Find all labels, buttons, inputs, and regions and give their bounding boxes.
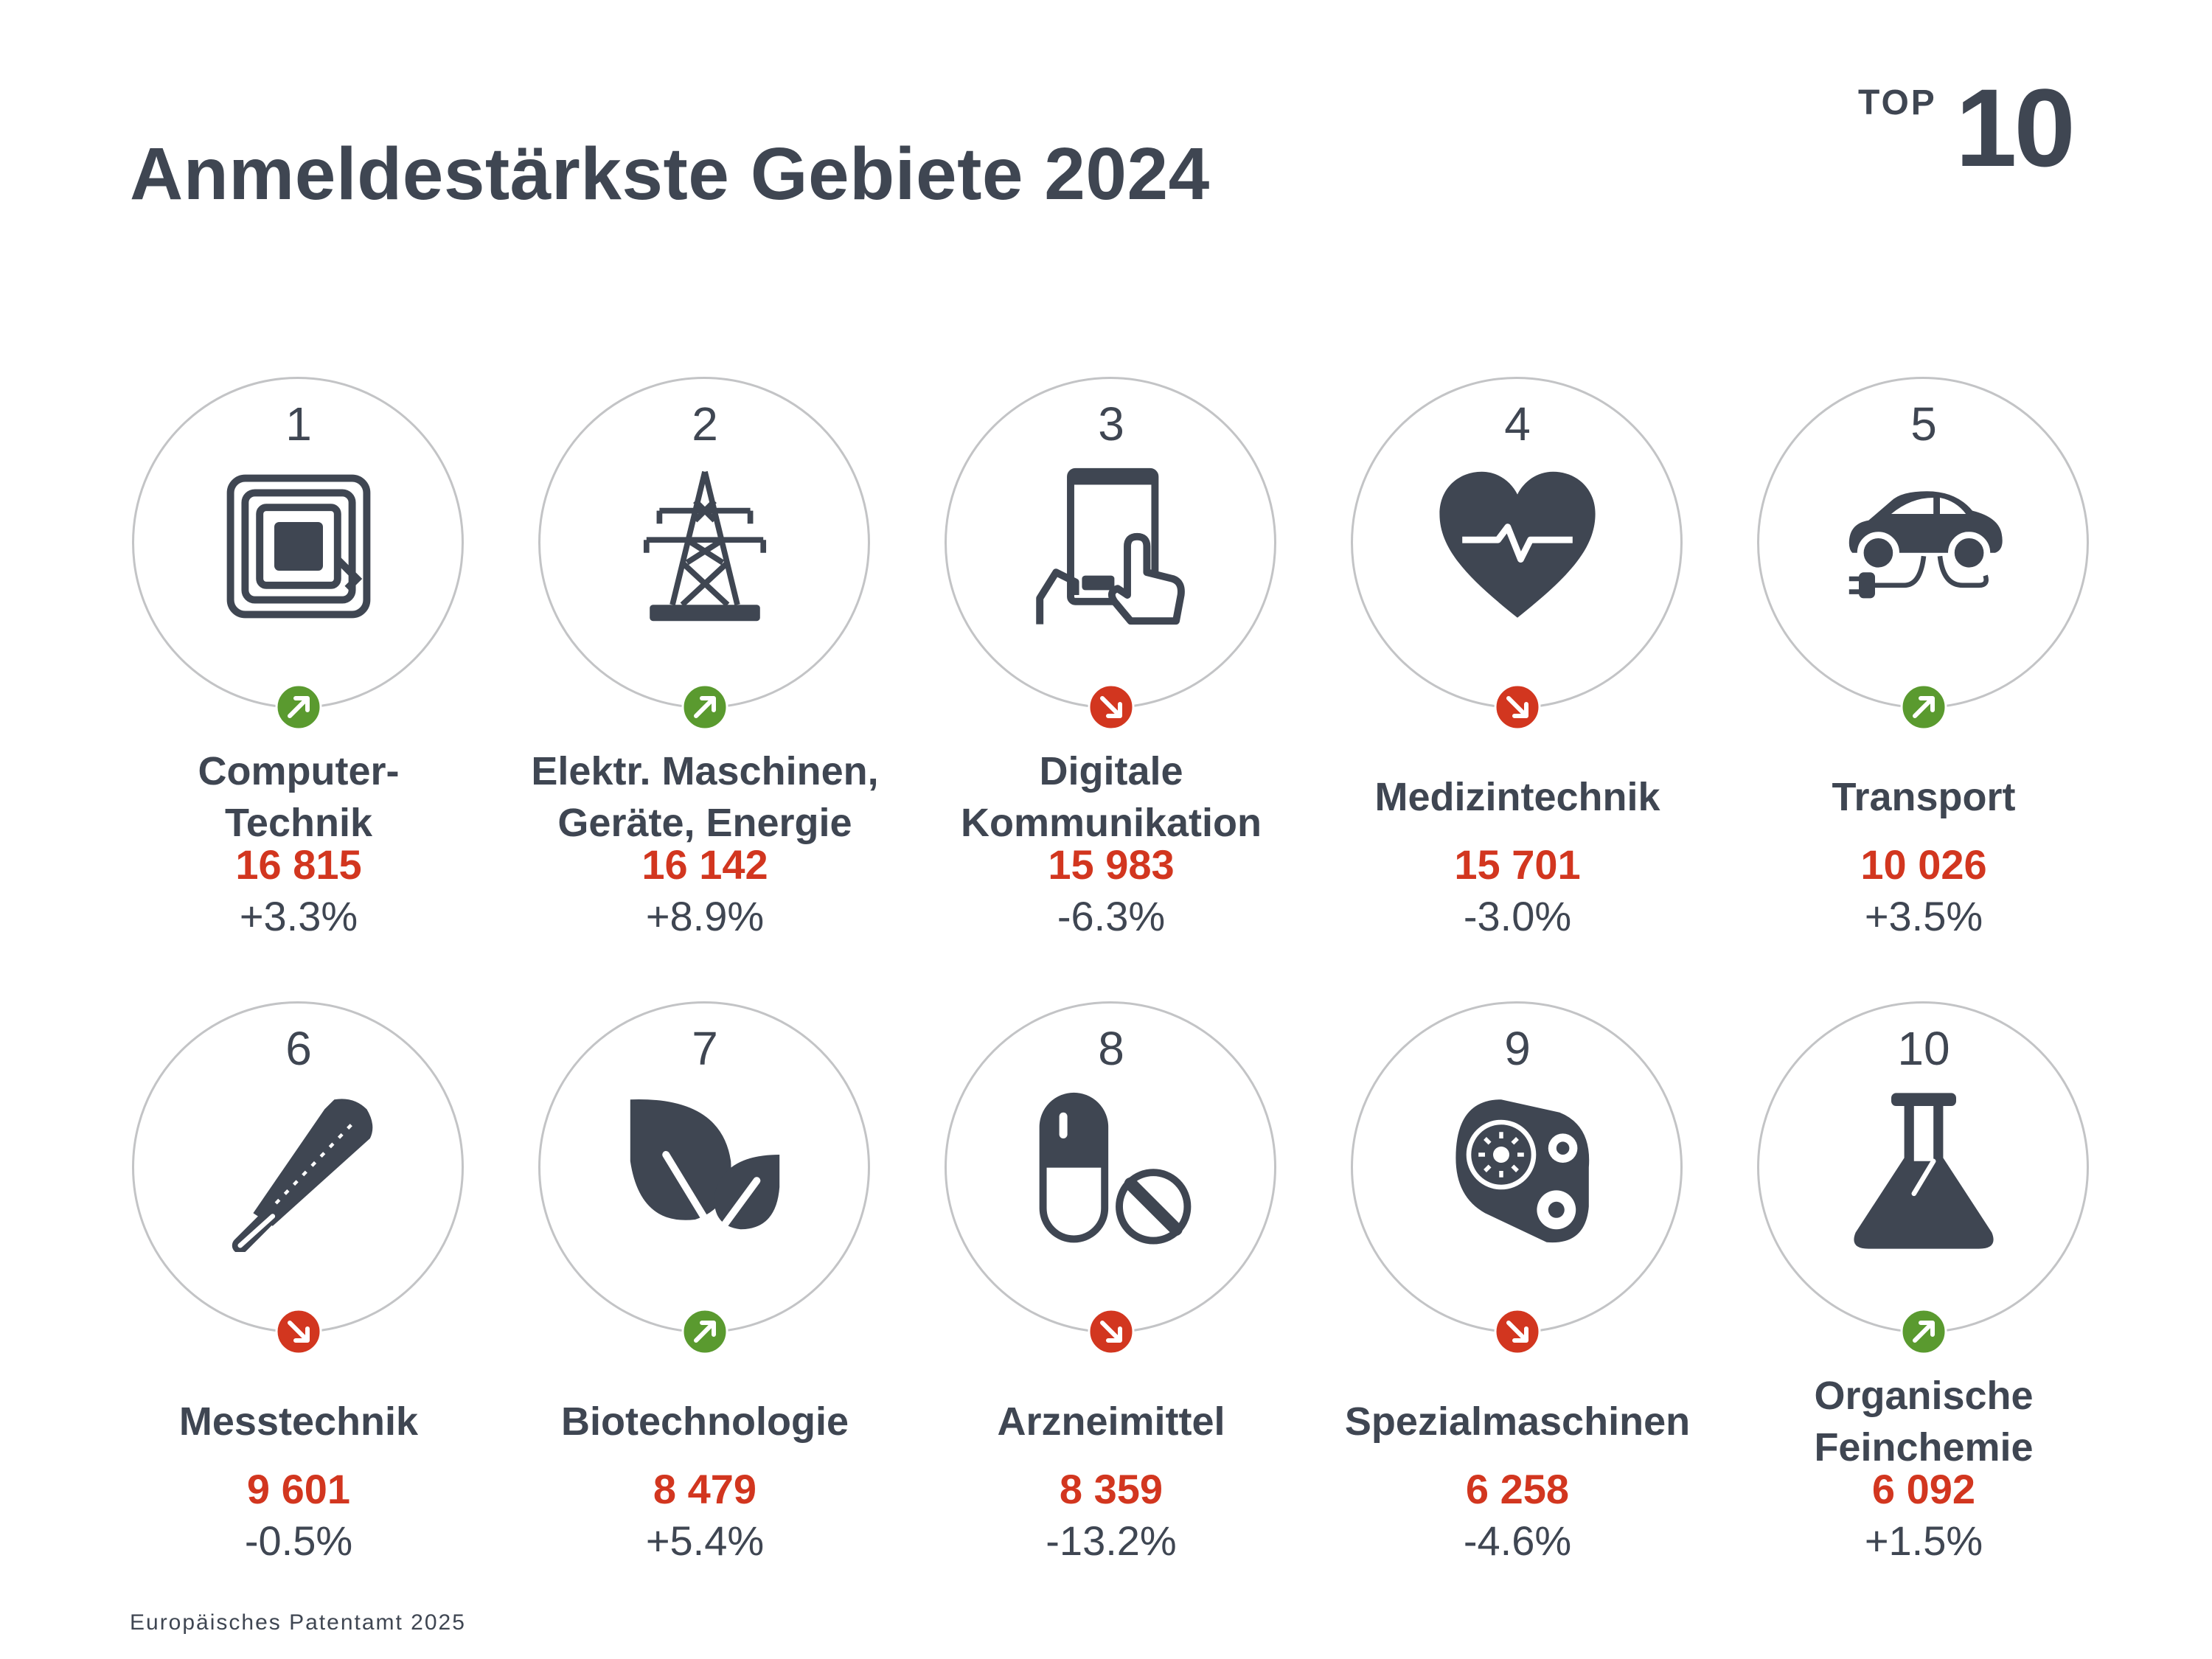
trend-down-icon: [1088, 684, 1135, 731]
field-card: 3 Digitale Kommunikation 15 983 -6.3%: [905, 377, 1318, 981]
tablet-touch-icon: [1030, 465, 1192, 627]
field-label: Biotechnologie: [561, 1399, 849, 1444]
source-footer: Europäisches Patentamt 2025: [130, 1610, 466, 1635]
application-count: 15 701: [1454, 841, 1581, 888]
application-count: 15 983: [1048, 841, 1175, 888]
rank-number: 3: [1098, 397, 1124, 451]
percent-change: +8.9%: [645, 893, 765, 939]
percent-change: -0.5%: [244, 1517, 353, 1564]
field-label: Transport: [1832, 775, 2016, 819]
field-label: Computer- Technik: [198, 749, 400, 845]
rfid-chip-icon: [218, 465, 380, 627]
rank-number: 10: [1897, 1022, 1950, 1075]
percent-change: +3.5%: [1864, 893, 1983, 939]
percent-change: -4.6%: [1463, 1517, 1572, 1564]
percent-change: -6.3%: [1057, 893, 1166, 939]
field-card: 9 Spezialmaschinen 6 258 -4.6%: [1311, 1001, 1724, 1606]
top10-badge-number: 10: [1955, 66, 2076, 189]
application-count: 16 815: [235, 841, 362, 888]
field-card: 6 Messtechnik 9 601 -0.5%: [92, 1001, 505, 1606]
rank-number: 1: [285, 397, 312, 451]
percent-change: -3.0%: [1463, 893, 1572, 939]
field-card: 2 Elektr. Maschinen, Geräte, Energie 16 14…: [498, 377, 911, 981]
field-card: 10 Organische Feinchemie 6 092 +1.5%: [1717, 1001, 2130, 1606]
trend-up-icon: [681, 1308, 728, 1355]
top10-badge-label: TOP: [1858, 83, 1937, 122]
rank-number: 8: [1098, 1022, 1124, 1075]
application-count: 8 479: [653, 1466, 757, 1512]
field-card: 1 Computer- Technik 16 815 +3.3%: [92, 377, 505, 981]
field-label: Digitale Kommunikation: [960, 749, 1262, 845]
field-label: Spezialmaschinen: [1344, 1399, 1691, 1444]
trend-down-icon: [1494, 1308, 1541, 1355]
rank-number: 2: [692, 397, 718, 451]
flask-icon: [1843, 1090, 2005, 1252]
trend-down-icon: [1494, 684, 1541, 731]
leaves-icon: [624, 1090, 786, 1252]
trend-up-icon: [1900, 1308, 1947, 1355]
belt-drive-icon: [1436, 1090, 1599, 1252]
field-card: 8 Arzneimittel 8 359 -13.2%: [905, 1001, 1318, 1606]
percent-change: +5.4%: [645, 1517, 765, 1564]
field-label: Organische Feinchemie: [1814, 1374, 2034, 1470]
trend-up-icon: [275, 684, 322, 731]
field-card: 4 Medizintechnik 15 701 -3.0%: [1311, 377, 1724, 981]
application-count: 8 359: [1059, 1466, 1164, 1512]
rank-number: 6: [285, 1022, 312, 1075]
electric-car-icon: [1843, 465, 2005, 627]
top10-badge: TOP 10: [1858, 72, 2094, 183]
trend-up-icon: [1900, 684, 1947, 731]
field-label: Medizintechnik: [1374, 775, 1660, 819]
trend-down-icon: [275, 1308, 322, 1355]
field-label: Messtechnik: [178, 1399, 419, 1444]
trend-down-icon: [1088, 1308, 1135, 1355]
application-count: 6 258: [1465, 1466, 1570, 1512]
application-count: 9 601: [246, 1466, 351, 1512]
rank-number: 7: [692, 1022, 718, 1075]
field-label: Arzneimittel: [997, 1399, 1225, 1444]
application-count: 10 026: [1860, 841, 1987, 888]
power-pylon-icon: [624, 465, 786, 627]
rank-number: 9: [1504, 1022, 1531, 1075]
page-title: Anmeldestärkste Gebiete 2024: [130, 133, 1210, 215]
trend-up-icon: [681, 684, 728, 731]
thermometer-icon: [218, 1090, 380, 1252]
percent-change: -13.2%: [1046, 1517, 1177, 1564]
pills-icon: [1030, 1090, 1192, 1252]
rank-number: 5: [1910, 397, 1937, 451]
rank-number: 4: [1504, 397, 1531, 451]
heart-pulse-icon: [1436, 465, 1599, 627]
application-count: 6 092: [1871, 1466, 1976, 1512]
field-label: Elektr. Maschinen, Geräte, Energie: [531, 749, 879, 845]
percent-change: +3.3%: [239, 893, 358, 939]
field-card: 7 Biotechnologie 8 479 +5.4%: [498, 1001, 911, 1606]
percent-change: +1.5%: [1864, 1517, 1983, 1564]
icon-circle: [945, 377, 1276, 709]
application-count: 16 142: [641, 841, 768, 888]
field-card: 5 Transport 10 026 +3.5%: [1717, 377, 2130, 981]
